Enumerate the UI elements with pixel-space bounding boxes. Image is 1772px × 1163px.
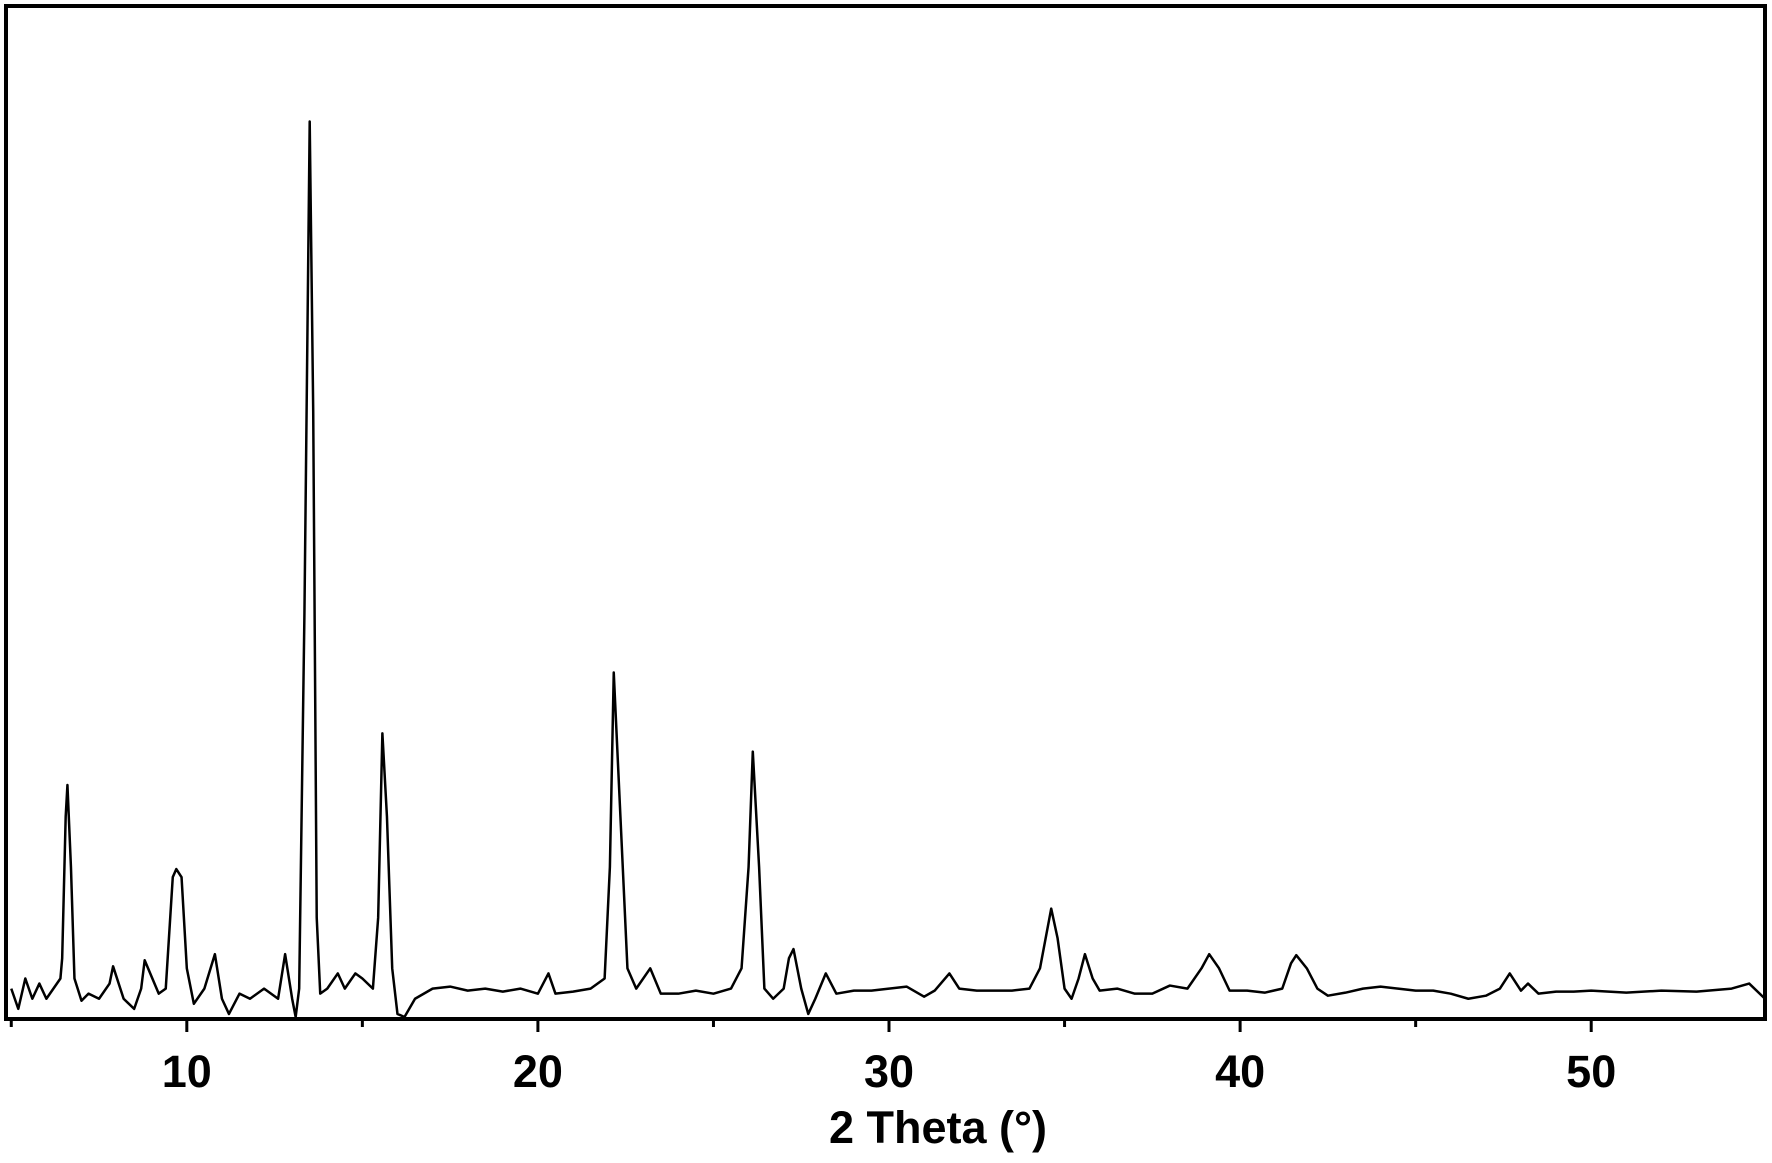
plot-frame: [4, 4, 1767, 1021]
data-line: [10, 120, 1766, 1019]
x-tick-label: 50: [1566, 1046, 1616, 1097]
x-tick-label: 20: [513, 1046, 563, 1097]
x-tick-label: 40: [1215, 1046, 1265, 1097]
x-tick-label: 10: [162, 1046, 212, 1097]
x-axis-title: 2 Theta (°): [829, 1102, 1047, 1153]
x-tick-label: 30: [864, 1046, 914, 1097]
